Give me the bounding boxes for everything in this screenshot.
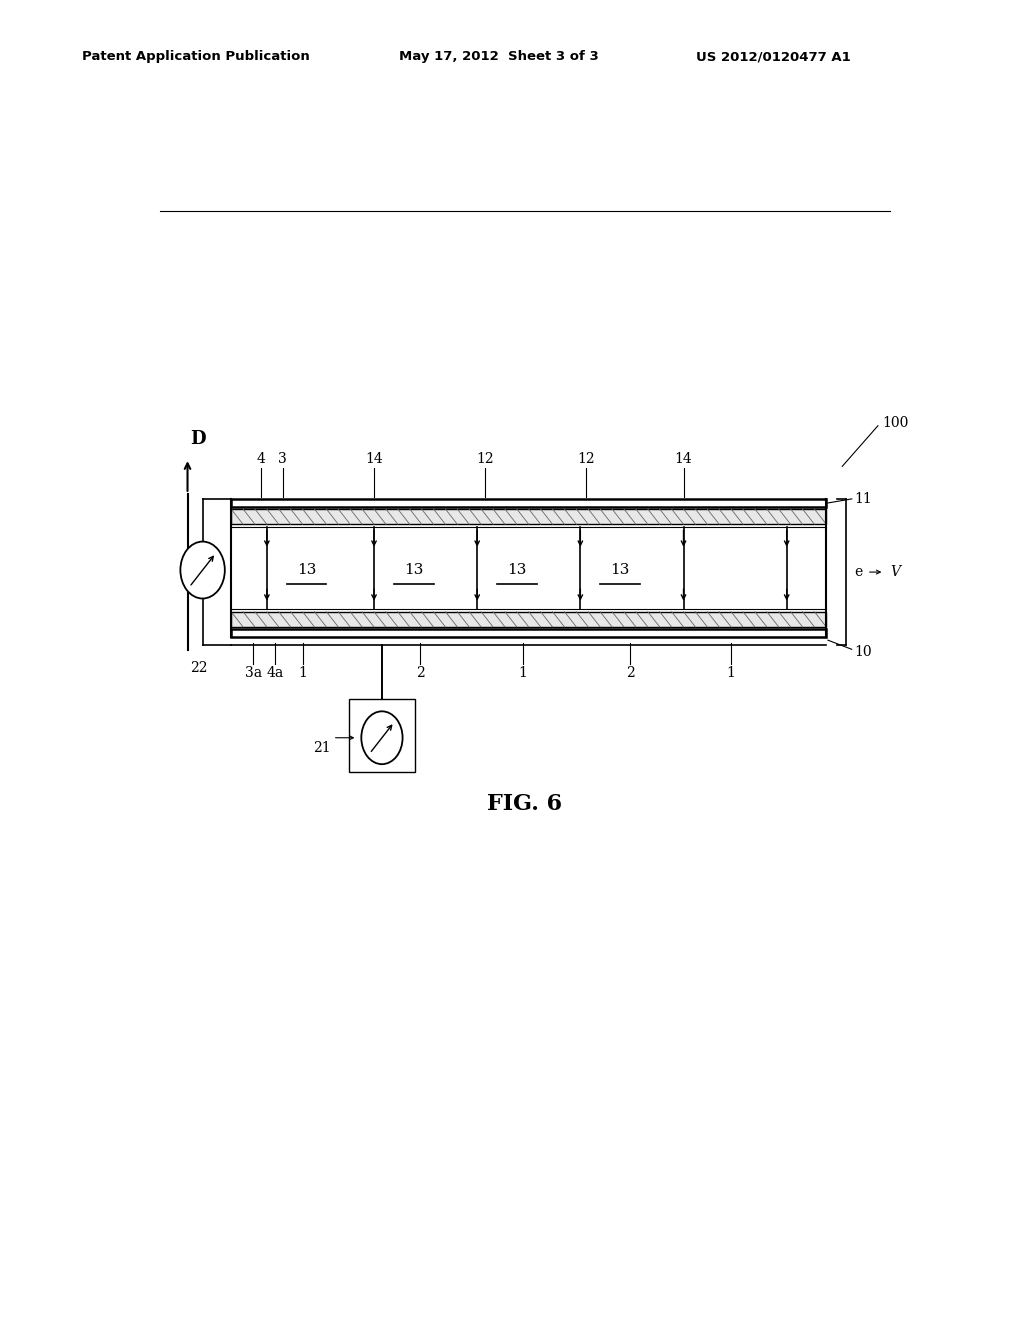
Text: 12: 12 [476,453,494,466]
Text: 13: 13 [610,564,630,577]
Text: May 17, 2012  Sheet 3 of 3: May 17, 2012 Sheet 3 of 3 [399,50,599,63]
Text: 11: 11 [854,492,871,506]
Text: 1: 1 [727,665,735,680]
Text: V: V [891,565,901,579]
Bar [348,700,416,772]
Text: 4a: 4a [266,665,284,680]
Text: 3: 3 [279,453,287,466]
Bar [231,611,826,627]
Text: D: D [189,430,206,447]
Text: FIG. 6: FIG. 6 [487,793,562,814]
Circle shape [180,541,225,598]
Text: Patent Application Publication: Patent Application Publication [82,50,309,63]
Circle shape [361,711,402,764]
Text: 3a: 3a [245,665,262,680]
Text: e: e [854,565,862,579]
Text: 2: 2 [626,665,635,680]
Text: 13: 13 [297,564,316,577]
Text: 22: 22 [189,660,208,675]
Text: 13: 13 [404,564,423,577]
Text: 2: 2 [416,665,424,680]
Bar [231,499,826,507]
Bar [231,510,826,524]
Text: 13: 13 [507,564,526,577]
Text: 1: 1 [519,665,527,680]
Text: 10: 10 [854,645,871,660]
Text: 4: 4 [257,453,266,466]
Text: 1: 1 [298,665,307,680]
Text: 21: 21 [312,741,331,755]
Text: 12: 12 [578,453,595,466]
Text: 14: 14 [366,453,383,466]
Text: US 2012/0120477 A1: US 2012/0120477 A1 [696,50,851,63]
Bar [231,630,826,638]
Text: 100: 100 [882,416,908,430]
Text: 14: 14 [675,453,692,466]
